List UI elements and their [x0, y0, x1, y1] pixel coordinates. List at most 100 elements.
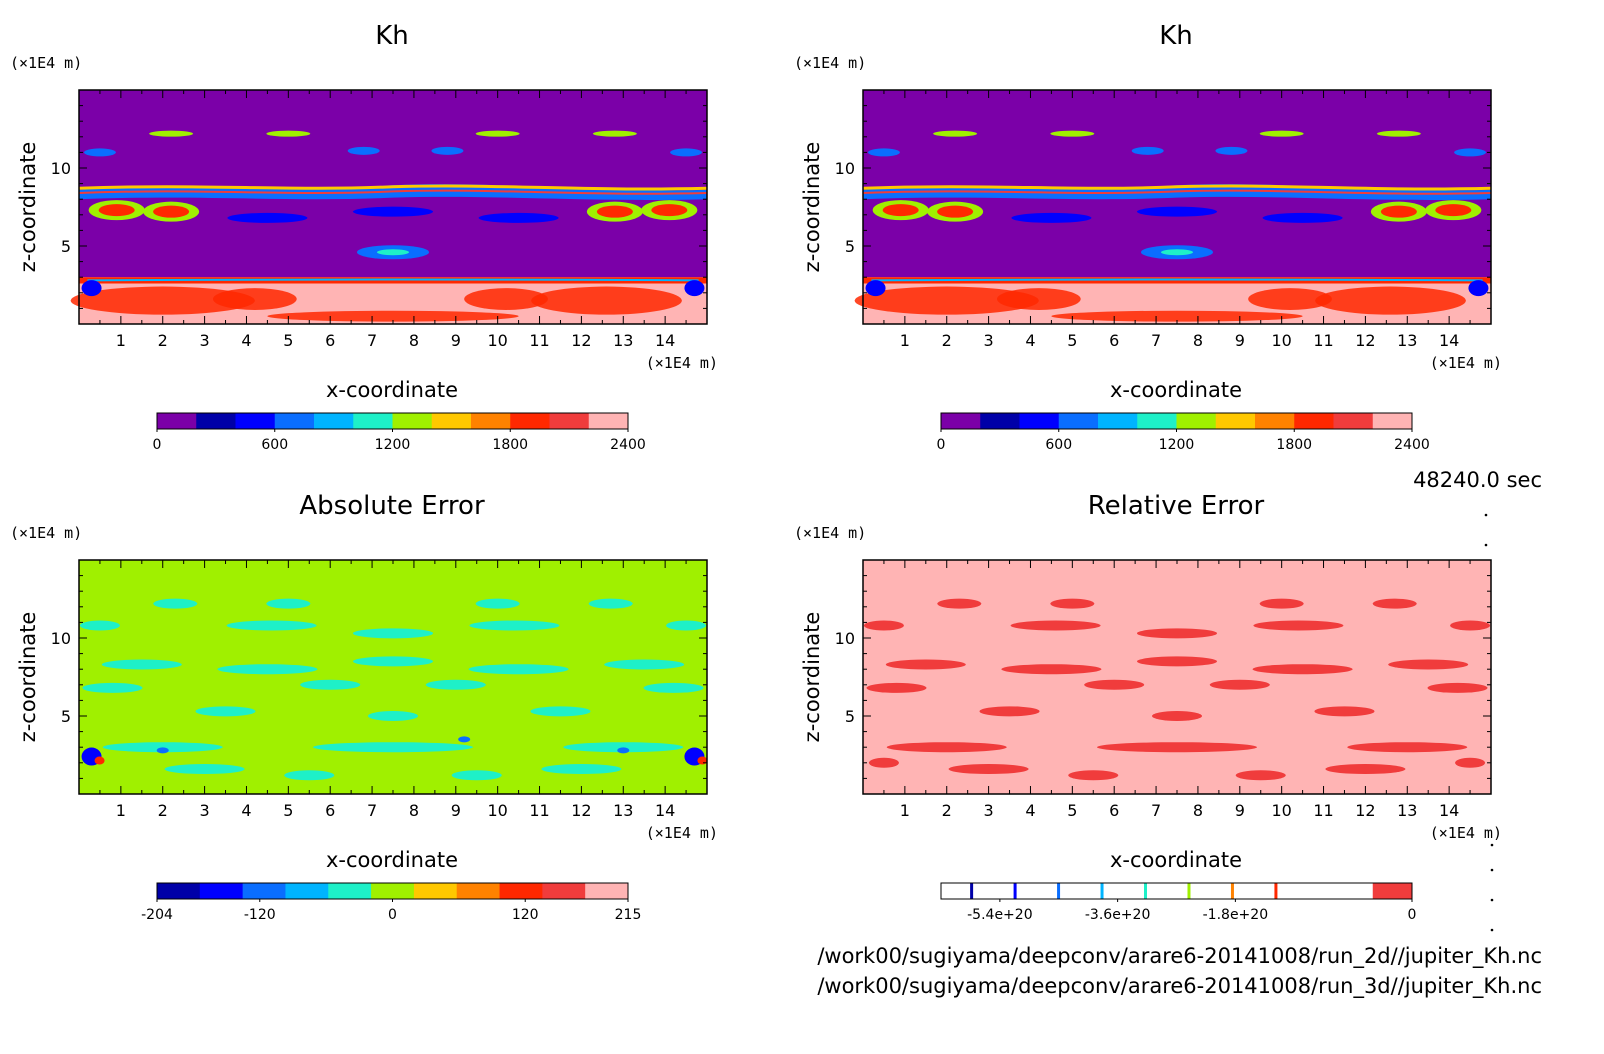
field-blob	[313, 742, 473, 753]
x-tick-label: 9	[1235, 801, 1245, 820]
x-axis-unit: (×1E4 m)	[1430, 354, 1502, 372]
field-blob	[217, 664, 318, 675]
x-tick-label: 11	[529, 331, 549, 350]
colorbar: 0 600 1200 1800 2400	[153, 412, 646, 453]
field-contour	[87, 278, 699, 282]
field-blob	[1259, 130, 1304, 137]
colorbar-swatch	[1372, 413, 1413, 429]
field-blob	[431, 146, 464, 155]
field-blob	[164, 764, 245, 775]
x-tick-label: 1	[900, 801, 910, 820]
field-blob	[1455, 757, 1486, 768]
field-blob	[81, 280, 102, 297]
field-blob	[933, 130, 978, 137]
field-blob	[1152, 711, 1202, 721]
field-blob	[541, 764, 622, 775]
colorbar-swatch	[1098, 413, 1138, 429]
y-tick-label: 10	[51, 159, 71, 178]
field-blob	[1314, 706, 1375, 717]
field-blob	[643, 682, 704, 693]
field-blob	[1252, 664, 1353, 675]
field-blob	[469, 620, 560, 631]
x-tick-label: 14	[1439, 801, 1459, 820]
colorbar-swatch	[199, 883, 244, 899]
field-blob	[464, 288, 548, 310]
heatmap-field	[79, 560, 708, 794]
field-blob	[886, 742, 1007, 753]
field-blob	[882, 204, 919, 217]
field-blob	[475, 130, 520, 137]
chart-title: Kh	[375, 21, 409, 51]
field-blob	[1209, 679, 1270, 690]
x-tick-label: 1	[900, 331, 910, 350]
colorbar-swatch	[588, 413, 629, 429]
colorbar-swatch	[456, 883, 501, 899]
field-blob	[1235, 770, 1286, 781]
x-tick-label: 10	[487, 331, 507, 350]
colorbar-label: 600	[1045, 437, 1072, 453]
field-blob	[353, 656, 433, 667]
colorbar-swatch	[413, 883, 458, 899]
x-tick-label: 8	[1193, 801, 1203, 820]
field-blob	[70, 286, 255, 315]
field-blob	[1435, 204, 1472, 217]
colorbar-swatch	[1215, 883, 1255, 899]
colorbar-swatch	[274, 413, 315, 429]
x-tick-label: 6	[1109, 801, 1119, 820]
x-tick-label: 3	[984, 801, 994, 820]
x-tick-label: 13	[613, 331, 633, 350]
field-blob	[300, 679, 361, 690]
heatmap-field	[863, 560, 1491, 794]
x-axis-label: x-coordinate	[326, 848, 458, 872]
y-tick-label: 5	[61, 707, 71, 726]
colorbar-swatch	[980, 413, 1020, 429]
field-background	[863, 560, 1491, 794]
field-contour	[78, 184, 708, 191]
dot-mark	[1490, 868, 1494, 872]
x-tick-label: 6	[325, 331, 335, 350]
field-blob	[854, 286, 1039, 315]
y-axis-label: z-coordinate	[800, 612, 824, 743]
x-tick-label: 10	[1271, 801, 1291, 820]
field-contour	[862, 189, 1492, 195]
colorbar-swatch	[941, 883, 981, 899]
x-tick-label: 1	[116, 331, 126, 350]
field-blob	[1161, 249, 1193, 256]
x-tick-label: 8	[409, 801, 419, 820]
x-tick-label: 3	[200, 331, 210, 350]
field-contour	[78, 189, 708, 195]
colorbar-swatch	[499, 883, 543, 899]
field-blob	[868, 757, 899, 768]
field-blob	[670, 148, 703, 157]
heatmap-field	[854, 90, 1492, 324]
x-tick-label: 1	[116, 801, 126, 820]
field-blob	[531, 286, 682, 315]
field-blob	[475, 598, 520, 609]
x-tick-label: 6	[1109, 331, 1119, 350]
x-axis-label: x-coordinate	[1110, 848, 1242, 872]
field-blob	[1137, 206, 1217, 217]
field-blob	[83, 148, 116, 157]
heatmap-field	[70, 90, 708, 324]
y-tick-label: 5	[845, 707, 855, 726]
x-tick-label: 13	[1397, 331, 1417, 350]
field-blob	[1427, 682, 1488, 693]
colorbar-swatch	[1176, 883, 1216, 899]
x-tick-label: 5	[283, 801, 293, 820]
x-tick-label: 7	[367, 801, 377, 820]
field-blob	[617, 747, 630, 754]
x-tick-label: 8	[1193, 331, 1203, 350]
colorbar-swatch	[1058, 883, 1098, 899]
colorbar-label: 1200	[375, 437, 411, 453]
colorbar-label: 1800	[492, 437, 528, 453]
x-tick-label: 9	[451, 331, 461, 350]
field-blob	[666, 620, 707, 631]
field-background	[79, 560, 707, 794]
field-blob	[1137, 628, 1217, 639]
field-blob	[596, 205, 633, 218]
field-blob	[1084, 679, 1145, 690]
colorbar-label: 2400	[1394, 437, 1430, 453]
x-tick-label: 2	[942, 801, 952, 820]
x-tick-label: 7	[1151, 801, 1161, 820]
field-blob	[1468, 280, 1489, 297]
